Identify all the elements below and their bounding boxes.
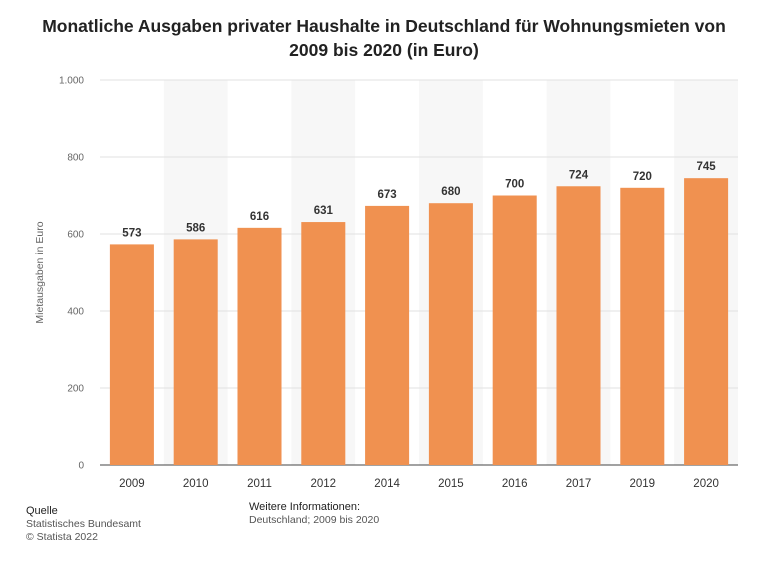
data-label: 745 [697, 161, 717, 173]
y-axis-title: Mietausgaben in Euro [34, 221, 46, 323]
x-tick-label: 2019 [630, 478, 656, 490]
x-tick-label: 2009 [119, 478, 145, 490]
x-tick-label: 2020 [693, 478, 719, 490]
data-label: 680 [441, 186, 460, 198]
chart-title: Monatliche Ausgaben privater Haushalte i… [20, 14, 748, 62]
x-tick-label: 2012 [311, 478, 337, 490]
x-tick-label: 2017 [566, 478, 592, 490]
info-block: Weitere Informationen: Deutschland; 2009… [249, 501, 379, 527]
source-block: Quelle Statistisches Bundesamt © Statist… [26, 505, 141, 544]
data-label: 724 [569, 169, 589, 181]
data-label: 586 [186, 222, 205, 234]
bar [237, 227, 282, 465]
y-tick-label: 1.000 [59, 76, 84, 87]
source-name: Statistisches Bundesamt [26, 518, 141, 530]
bar [556, 186, 601, 465]
source-heading: Quelle [26, 505, 58, 517]
bar [173, 239, 218, 465]
x-tick-label: 2016 [502, 478, 528, 490]
chart-title-line-1: Monatliche Ausgaben privater Haushalte i… [42, 16, 726, 36]
bar [620, 187, 665, 466]
bar [428, 203, 473, 465]
bar [684, 178, 729, 466]
x-tick-label: 2010 [183, 478, 209, 490]
data-label: 720 [633, 171, 652, 183]
y-tick-label: 600 [67, 230, 84, 241]
x-tick-label: 2014 [374, 478, 400, 490]
y-tick-label: 0 [78, 461, 84, 472]
y-tick-label: 800 [67, 153, 84, 164]
info-text: Deutschland; 2009 bis 2020 [249, 514, 380, 526]
data-label: 700 [505, 179, 524, 191]
chart-title-line-2: 2009 bis 2020 (in Euro) [289, 40, 479, 60]
bar [365, 205, 410, 465]
data-label: 673 [378, 189, 397, 201]
x-tick-label: 2015 [438, 478, 464, 490]
y-tick-label: 200 [67, 384, 84, 395]
data-label: 573 [122, 227, 141, 239]
bar [492, 195, 537, 465]
copyright: © Statista 2022 [26, 531, 98, 543]
x-tick-label: 2011 [247, 478, 272, 490]
data-label: 631 [314, 205, 334, 217]
data-label: 616 [250, 211, 269, 223]
info-heading: Weitere Informationen: [249, 501, 361, 513]
bar [301, 222, 346, 465]
y-tick-label: 400 [67, 307, 84, 318]
bar [109, 244, 154, 465]
